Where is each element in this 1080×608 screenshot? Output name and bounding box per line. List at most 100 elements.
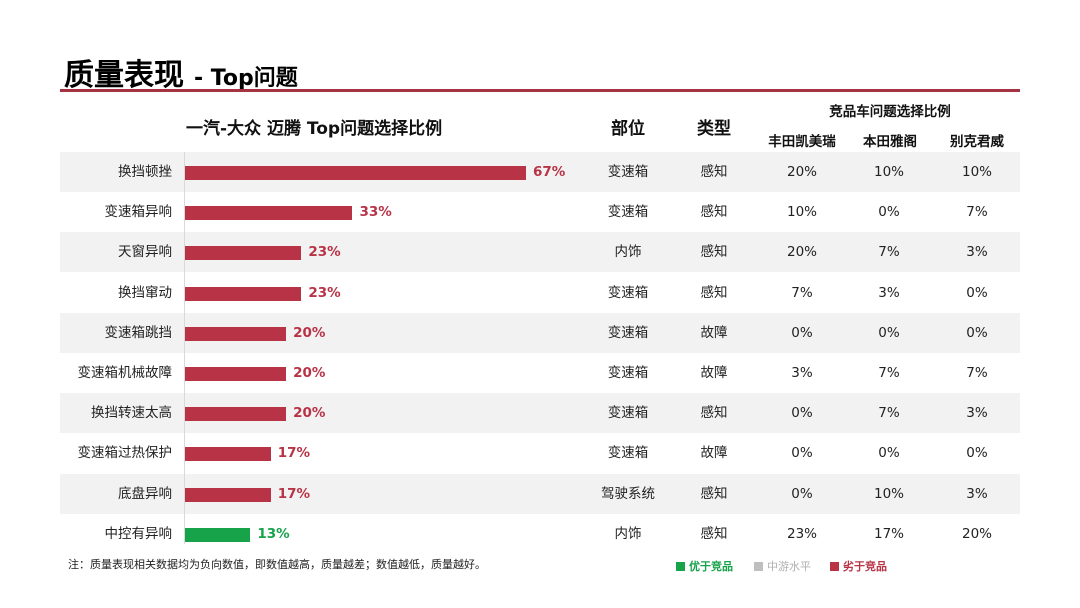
issue-label: 天窗异响 [118, 244, 172, 261]
type-cell: 感知 [700, 525, 728, 542]
page-title: 质量表现 - Top问题 [64, 50, 298, 94]
page-title-sub: - Top问题 [194, 66, 298, 91]
bar [184, 367, 287, 381]
issue-label: 变速箱过热保护 [77, 445, 173, 462]
regal-cell: 10% [961, 164, 992, 180]
camry-cell: 20% [786, 164, 817, 180]
header-regal: 别克君威 [950, 134, 1004, 150]
camry-cell: 0% [791, 405, 813, 422]
camry-cell: 0% [791, 445, 813, 462]
type-cell: 故障 [700, 324, 728, 341]
camry-cell: 0% [791, 485, 813, 502]
part-cell: 内饰 [614, 525, 642, 542]
table-row: 换挡顿挫 67% 变速箱 感知 20% 10% 10% [60, 152, 1020, 192]
part-cell: 变速箱 [607, 204, 649, 221]
camry-cell: 0% [791, 324, 813, 341]
camry-cell: 7% [791, 284, 813, 301]
title-divider [60, 89, 1020, 92]
type-cell: 感知 [700, 284, 728, 301]
accord-cell: 17% [873, 525, 904, 542]
legend-better-label: 优于竞品 [689, 560, 733, 573]
part-cell: 内饰 [614, 244, 642, 261]
part-cell: 变速箱 [607, 405, 649, 422]
issue-label: 变速箱机械故障 [77, 365, 173, 381]
bar [184, 407, 287, 422]
bar-value-label: 23% [308, 244, 341, 261]
header-competitor-group: 竞品车问题选择比例 [829, 104, 951, 120]
issue-label: 换挡窜动 [118, 284, 172, 301]
bar [184, 326, 287, 341]
accord-cell: 10% [873, 485, 904, 502]
bar [184, 447, 271, 462]
table-row: 变速箱跳挡 20% 变速箱 故障 0% 0% 0% [60, 312, 1020, 353]
type-cell: 故障 [700, 365, 728, 381]
table-row: 底盘异响 17% 驾驶系统 感知 0% 10% 3% [60, 473, 1020, 514]
type-cell: 感知 [700, 164, 728, 180]
issue-label: 换挡顿挫 [118, 164, 172, 180]
bar-value-label: 20% [293, 405, 326, 422]
table-row: 换挡转速太高 20% 变速箱 感知 0% 7% 3% [60, 393, 1020, 434]
table-row: 变速箱异响 33% 变速箱 感知 10% 0% 7% [60, 192, 1020, 232]
type-cell: 感知 [700, 244, 728, 261]
issue-label: 换挡转速太高 [91, 405, 172, 422]
bar-value-label: 23% [308, 284, 341, 301]
legend-better: 优于竞品 [676, 558, 733, 574]
issue-label: 底盘异响 [118, 485, 172, 502]
part-cell: 变速箱 [607, 324, 649, 341]
type-cell: 感知 [700, 405, 728, 422]
type-cell: 感知 [700, 204, 728, 221]
legend-mid: 中游水平 [754, 558, 811, 574]
regal-cell: 3% [966, 405, 988, 422]
accord-cell: 0% [878, 204, 900, 221]
type-cell: 感知 [700, 485, 728, 502]
accord-cell: 0% [878, 324, 900, 341]
bar [184, 246, 302, 261]
header-type: 类型 [697, 119, 731, 139]
part-cell: 变速箱 [607, 365, 649, 381]
bar-value-label: 17% [277, 485, 311, 502]
camry-cell: 3% [791, 365, 813, 381]
legend-worse: 劣于竞品 [830, 558, 887, 574]
table-row: 换挡窜动 23% 变速箱 感知 7% 3% 0% [60, 273, 1020, 313]
camry-cell: 10% [786, 204, 817, 221]
table-row: 变速箱机械故障 20% 变速箱 故障 3% 7% 7% [60, 353, 1020, 393]
regal-cell: 7% [966, 204, 988, 221]
legend-worse-label: 劣于竞品 [843, 560, 887, 573]
accord-cell: 7% [878, 405, 900, 422]
regal-cell: 7% [966, 365, 988, 381]
bar [184, 166, 526, 180]
bar [184, 206, 353, 221]
bar-value-label: 17% [277, 445, 311, 462]
header-part: 部位 [611, 119, 645, 139]
issue-label: 中控有异响 [104, 525, 173, 542]
regal-cell: 0% [966, 284, 988, 301]
legend-worse-swatch [830, 561, 839, 571]
accord-cell: 7% [878, 244, 900, 261]
legend-better-swatch [676, 561, 685, 571]
bar [184, 527, 251, 542]
bar-axis [184, 152, 185, 544]
camry-cell: 20% [786, 244, 817, 261]
regal-cell: 3% [966, 485, 988, 502]
table-row: 变速箱过热保护 17% 变速箱 故障 0% 0% 0% [60, 433, 1020, 473]
regal-cell: 0% [966, 445, 988, 462]
bar-value-label: 13% [257, 525, 290, 542]
part-cell: 变速箱 [607, 284, 649, 301]
part-cell: 变速箱 [607, 164, 649, 180]
table-row: 天窗异响 23% 内饰 感知 20% 7% 3% [60, 232, 1020, 273]
table-row: 中控有异响 13% 内饰 感知 23% 17% 20% [60, 514, 1020, 554]
accord-cell: 3% [878, 284, 900, 301]
regal-cell: 0% [966, 324, 988, 341]
chart-title: 一汽-大众 迈腾 Top问题选择比例 [186, 119, 443, 139]
bar-value-label: 20% [293, 365, 326, 381]
accord-cell: 7% [878, 365, 900, 381]
type-cell: 故障 [700, 445, 728, 462]
bar-value-label: 20% [293, 324, 326, 341]
camry-cell: 23% [786, 525, 817, 542]
accord-cell: 10% [873, 164, 904, 180]
regal-cell: 20% [961, 525, 992, 542]
legend-mid-label: 中游水平 [767, 560, 811, 573]
part-cell: 驾驶系统 [601, 485, 655, 502]
bar-value-label: 33% [359, 204, 392, 221]
bar [184, 286, 302, 301]
